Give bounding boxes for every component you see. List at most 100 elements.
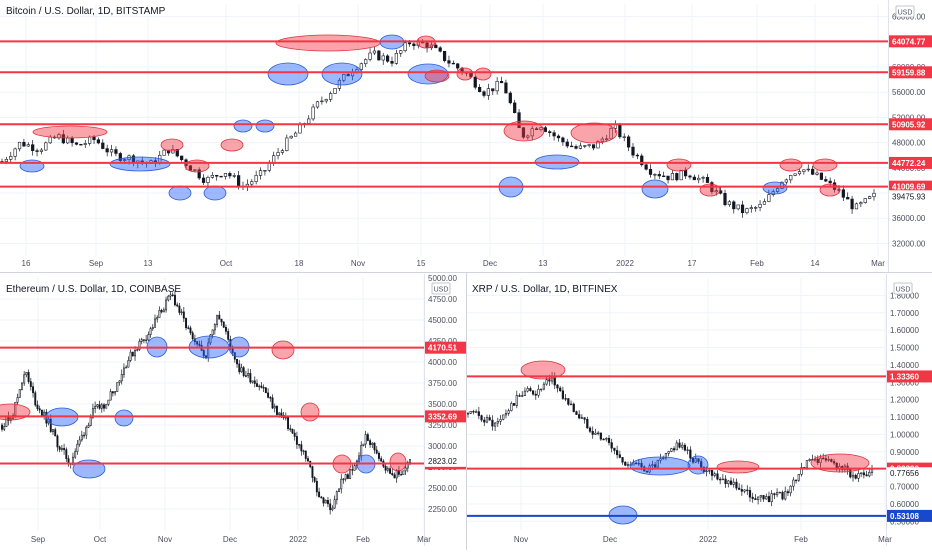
- level-price-label: 41009.69: [892, 183, 926, 192]
- support-zone-marker[interactable]: [110, 157, 170, 171]
- candle: [75, 448, 76, 459]
- xrp-price-axis[interactable]: 1.800001.700001.600001.500001.400001.300…: [887, 274, 932, 546]
- ethereum-chart-pane[interactable]: Ethereum / U.S. Dollar, 1D, COINBASE 475…: [0, 274, 466, 546]
- price-tick-label: 1.00000: [890, 430, 919, 439]
- candle: [305, 451, 306, 462]
- candle: [17, 394, 18, 406]
- bitcoin-price-axis[interactable]: 68000.0064000.0060000.0056000.0052000.00…: [889, 0, 932, 272]
- candle: [307, 456, 308, 461]
- price-tick-label: 5000.00: [428, 274, 457, 283]
- candle: [576, 411, 578, 415]
- candle: [684, 443, 686, 451]
- support-zone-marker[interactable]: [169, 186, 191, 200]
- candle: [163, 149, 166, 155]
- xrp-chart-pane[interactable]: XRP / U.S. Dollar, 1D, BITFINEX 1.800001…: [466, 274, 932, 546]
- time-tick-label: 13: [539, 259, 548, 268]
- candle: [676, 440, 678, 450]
- support-zone-marker[interactable]: [268, 63, 308, 85]
- candle: [868, 196, 871, 199]
- price-tick-label: 48000.00: [892, 139, 926, 148]
- candle: [603, 438, 605, 440]
- candle: [530, 386, 532, 391]
- level-price-label: 64074.77: [892, 37, 926, 46]
- candle: [540, 389, 542, 392]
- support-zone-marker[interactable]: [204, 186, 226, 200]
- candle: [241, 364, 242, 373]
- resistance-zone-marker[interactable]: [272, 341, 294, 359]
- bitcoin-chart-title: Bitcoin / U.S. Dollar, 1D, BITSTAMP: [6, 6, 166, 17]
- resistance-zone-marker[interactable]: [667, 159, 691, 171]
- price-tick-label: 1.20000: [890, 396, 919, 405]
- candle: [578, 410, 580, 419]
- candle: [157, 315, 158, 322]
- resistance-zone-marker[interactable]: [301, 403, 319, 421]
- candle: [668, 451, 670, 457]
- time-tick-label: 2022: [699, 535, 717, 544]
- resistance-zone-marker[interactable]: [457, 68, 473, 80]
- resistance-zone-marker[interactable]: [717, 461, 759, 473]
- support-zone-marker[interactable]: [688, 456, 708, 474]
- level-price-label: 59159.88: [892, 68, 926, 77]
- xrp-chart-title: XRP / U.S. Dollar, 1D, BITFINEX: [472, 284, 618, 295]
- support-zone-marker[interactable]: [630, 457, 690, 475]
- ethereum-price-axis[interactable]: 4750.004500.004250.004000.003750.003500.…: [425, 274, 467, 546]
- candle: [535, 391, 537, 400]
- candle: [86, 425, 87, 439]
- resistance-zone-marker[interactable]: [33, 126, 107, 138]
- resistance-zone-marker[interactable]: [0, 404, 30, 420]
- candle: [112, 391, 113, 397]
- time-tick-label: Mar: [417, 535, 431, 544]
- candle: [519, 393, 521, 397]
- bitcoin-chart-pane[interactable]: Bitcoin / U.S. Dollar, 1D, BITSTAMP 6800…: [0, 0, 932, 272]
- time-tick-label: 16: [22, 259, 31, 268]
- candle: [318, 488, 319, 497]
- candle: [161, 309, 162, 314]
- candle: [349, 469, 350, 479]
- support-zone-marker[interactable]: [256, 120, 274, 132]
- resistance-zone-marker[interactable]: [185, 160, 209, 172]
- currency-label: USD: [896, 287, 911, 294]
- candle: [68, 455, 69, 466]
- support-zone-marker[interactable]: [763, 182, 787, 194]
- time-tick-label: 15: [417, 259, 426, 268]
- candle: [276, 405, 277, 416]
- resistance-zone-marker[interactable]: [475, 68, 491, 80]
- support-zone-marker[interactable]: [20, 160, 44, 172]
- resistance-zone-marker[interactable]: [221, 139, 243, 151]
- candle: [59, 446, 60, 453]
- support-zone-marker[interactable]: [234, 120, 252, 132]
- support-zone-marker[interactable]: [642, 180, 668, 198]
- time-tick-label: Nov: [514, 535, 528, 544]
- resistance-zone-marker[interactable]: [276, 35, 380, 51]
- candle: [676, 172, 679, 181]
- time-tick-label: Nov: [351, 259, 365, 268]
- candle: [524, 387, 526, 396]
- resistance-zone-marker[interactable]: [571, 123, 617, 143]
- candle: [605, 437, 607, 442]
- candle: [722, 474, 724, 480]
- candle: [225, 325, 226, 335]
- resistance-zone-marker[interactable]: [161, 139, 183, 151]
- support-zone-marker[interactable]: [115, 410, 133, 426]
- time-tick-label: 18: [295, 259, 304, 268]
- candle: [223, 321, 224, 328]
- level-price-label: 44772.24: [892, 159, 926, 168]
- candle: [489, 415, 491, 421]
- level-price-label: 1.33360: [890, 372, 919, 381]
- candle: [132, 352, 133, 357]
- resistance-zone-marker[interactable]: [813, 159, 837, 171]
- resistance-zone-marker[interactable]: [780, 159, 802, 171]
- candle: [392, 468, 393, 475]
- resistance-zone-marker[interactable]: [390, 453, 406, 471]
- support-zone-marker[interactable]: [322, 63, 362, 85]
- candle: [314, 476, 315, 483]
- time-tick-label: Dec: [483, 259, 497, 268]
- candle: [321, 496, 322, 499]
- candle: [776, 488, 778, 497]
- candle: [121, 369, 122, 384]
- candle: [400, 471, 401, 475]
